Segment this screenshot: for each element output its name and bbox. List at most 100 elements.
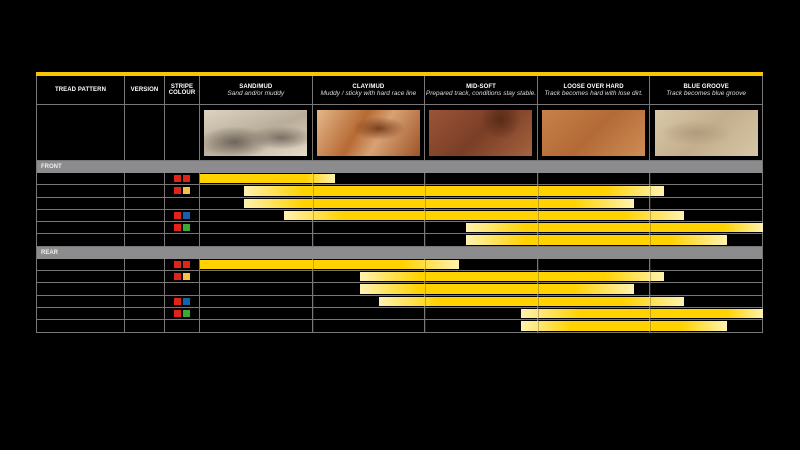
grid-line bbox=[312, 271, 314, 283]
header-tread-pattern: TREAD PATTERN bbox=[36, 76, 125, 104]
condition-subtitle: Track becomes hard with lose dirt. bbox=[544, 89, 643, 97]
tread-selection-table: TREAD PATTERN VERSION STRIPE COLOUR SAND… bbox=[36, 72, 763, 333]
suitability-bar bbox=[520, 308, 763, 319]
condition-image-cell bbox=[538, 105, 651, 160]
grid-line bbox=[312, 173, 314, 185]
header-condition: SAND/MUD Sand and/or muddy bbox=[200, 76, 313, 104]
grid-line bbox=[650, 258, 652, 271]
grid-line bbox=[312, 307, 314, 320]
stripe-colour-cell bbox=[165, 271, 200, 283]
stripe-colour-cell bbox=[165, 173, 200, 185]
stripe-red bbox=[174, 260, 181, 268]
grid-line bbox=[537, 209, 539, 222]
condition-cell bbox=[200, 307, 313, 320]
version-cell bbox=[125, 258, 165, 271]
grid-line bbox=[537, 197, 539, 209]
grid-line bbox=[312, 295, 314, 307]
condition-cell bbox=[650, 185, 763, 197]
grid-line bbox=[312, 197, 314, 209]
grid-line bbox=[537, 173, 539, 185]
grid-line bbox=[650, 320, 652, 332]
suitability-bar bbox=[520, 321, 727, 331]
table-row bbox=[36, 222, 763, 235]
grid-line bbox=[650, 197, 652, 209]
tread-pattern-cell bbox=[36, 307, 125, 320]
condition-cell bbox=[313, 234, 426, 246]
grid-line bbox=[425, 222, 427, 234]
table-row bbox=[36, 307, 763, 321]
condition-cell bbox=[200, 295, 313, 307]
grid-line bbox=[425, 185, 427, 197]
version-cell bbox=[125, 209, 165, 222]
table-row bbox=[36, 320, 763, 333]
stripe-colour-cell bbox=[165, 283, 200, 295]
stripe-yellow bbox=[183, 187, 190, 195]
grid-line bbox=[312, 185, 314, 197]
section-label: FRONT bbox=[41, 164, 62, 170]
stripe-blue bbox=[183, 212, 190, 220]
header-condition: CLAY/MUD Muddy / sticky with hard race li… bbox=[313, 76, 426, 104]
condition-image-cell bbox=[425, 105, 538, 160]
suitability-bar bbox=[359, 272, 664, 282]
condition-cell bbox=[313, 173, 426, 185]
grid-line bbox=[312, 258, 314, 271]
header-row: TREAD PATTERN VERSION STRIPE COLOUR SAND… bbox=[36, 76, 763, 105]
grid-line bbox=[312, 209, 314, 222]
grid-line bbox=[537, 258, 539, 271]
condition-cell bbox=[650, 234, 763, 246]
condition-cell bbox=[538, 197, 651, 209]
stripe-colour-cell bbox=[165, 185, 200, 197]
tread-pattern-cell bbox=[36, 173, 125, 185]
condition-image-cell bbox=[313, 105, 426, 160]
condition-image-cell bbox=[650, 105, 763, 160]
version-cell bbox=[125, 307, 165, 320]
grid-line bbox=[537, 307, 539, 320]
condition-cell bbox=[200, 283, 313, 295]
table-row bbox=[36, 283, 763, 296]
grid-line bbox=[537, 185, 539, 197]
stripe-green bbox=[183, 310, 190, 318]
header-condition: BLUE GROOVE Track becomes blue groove bbox=[650, 76, 763, 104]
stripe-red bbox=[174, 175, 181, 183]
stripe-colour-cell bbox=[165, 307, 200, 320]
grid-line bbox=[425, 197, 427, 209]
stripe-red bbox=[174, 212, 181, 220]
stripe-red bbox=[174, 310, 181, 318]
stripe-red bbox=[183, 175, 190, 183]
condition-cell bbox=[313, 320, 426, 332]
grid-line bbox=[312, 320, 314, 332]
grid-line bbox=[425, 307, 427, 320]
grid-line bbox=[537, 283, 539, 295]
blue-groove-dirt-image bbox=[654, 109, 758, 156]
tread-pattern-cell bbox=[36, 209, 125, 222]
grid-line bbox=[425, 271, 427, 283]
mid-soft-dirt-image bbox=[429, 109, 533, 156]
condition-subtitle: Prepared track, conditions stay stable. bbox=[425, 89, 537, 97]
tread-pattern-cell bbox=[36, 295, 125, 307]
tread-pattern-cell bbox=[36, 283, 125, 295]
grid-line bbox=[425, 209, 427, 222]
grid-line bbox=[650, 307, 652, 320]
suitability-bar bbox=[465, 235, 727, 245]
grid-line bbox=[537, 271, 539, 283]
condition-cell bbox=[200, 320, 313, 332]
stripe-red bbox=[174, 297, 181, 305]
condition-title: MID-SOFT bbox=[466, 83, 496, 90]
header-condition: LOOSE OVER HARD Track becomes hard with l… bbox=[538, 76, 651, 104]
condition-subtitle: Track becomes blue groove bbox=[666, 89, 747, 97]
condition-cell bbox=[200, 271, 313, 283]
condition-cell bbox=[650, 320, 763, 332]
empty-cell bbox=[36, 105, 125, 160]
table-row bbox=[36, 197, 763, 210]
grid-line bbox=[425, 234, 427, 246]
empty-cell bbox=[125, 105, 165, 160]
version-cell bbox=[125, 185, 165, 197]
table-row bbox=[36, 209, 763, 223]
table-row bbox=[36, 185, 763, 198]
grid-line bbox=[650, 271, 652, 283]
header-condition: MID-SOFT Prepared track, conditions stay … bbox=[425, 76, 538, 104]
condition-title: CLAY/MUD bbox=[352, 83, 385, 90]
table-row bbox=[36, 173, 763, 186]
stripe-colour-cell bbox=[165, 258, 200, 271]
grid-line bbox=[537, 234, 539, 246]
